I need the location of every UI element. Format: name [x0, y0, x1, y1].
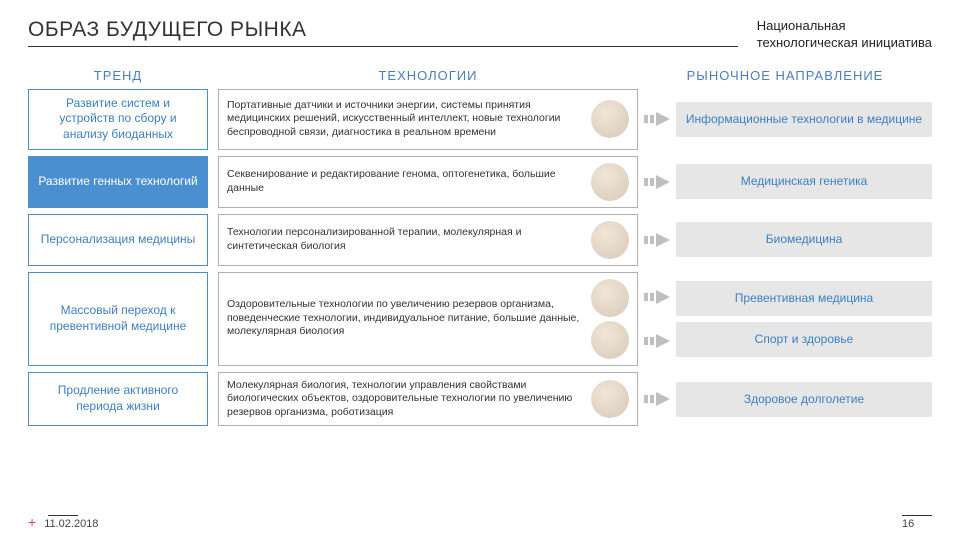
tech-box: Молекулярная биология, технологии управл…	[218, 372, 638, 427]
footer-date: + 11.02.2018	[28, 514, 98, 530]
tech-text: Технологии персонализированной терапии, …	[227, 226, 583, 253]
tech-image-icon	[591, 163, 629, 201]
tech-box: Портативные датчики и источники энергии,…	[218, 89, 638, 150]
arrow-icon	[638, 156, 676, 208]
arrow-icon	[638, 322, 676, 360]
header: ОБРАЗ БУДУЩЕГО РЫНКА Национальная технол…	[0, 0, 960, 58]
trend-box: Персонализация медицины	[28, 214, 208, 266]
market-box: Здоровое долголетие	[676, 382, 932, 417]
arrow-icon	[638, 372, 676, 427]
tech-image-icon	[591, 100, 629, 138]
tech-text: Оздоровительные технологии по увеличению…	[227, 298, 583, 339]
tech-image-icon	[591, 321, 629, 359]
trend-box: Массовый переход к превентивной медицине	[28, 272, 208, 366]
page-title: ОБРАЗ БУДУЩЕГО РЫНКА	[28, 18, 738, 47]
tech-image-icon	[591, 380, 629, 418]
tech-text: Секвенирование и редактирование генома, …	[227, 168, 583, 195]
table-row: Развитие генных технологий Секвенирование…	[28, 156, 932, 208]
footer-page: 16	[902, 515, 932, 530]
table-row: Персонализация медицины Технологии персон…	[28, 214, 932, 266]
column-headers: ТРЕНД ТЕХНОЛОГИИ РЫНОЧНОЕ НАПРАВЛЕНИЕ	[0, 58, 960, 89]
tech-box: Оздоровительные технологии по увеличению…	[218, 272, 638, 366]
tech-box: Секвенирование и редактирование генома, …	[218, 156, 638, 208]
brand-label: Национальная технологическая инициатива	[757, 18, 932, 52]
tech-box: Технологии персонализированной терапии, …	[218, 214, 638, 266]
table-row: Массовый переход к превентивной медицине…	[28, 272, 932, 366]
table-row: Продление активного периода жизни Молекул…	[28, 372, 932, 427]
trend-box: Развитие генных технологий	[28, 156, 208, 208]
market-box: Превентивная медицина	[676, 281, 932, 316]
header-market: РЫНОЧНОЕ НАПРАВЛЕНИЕ	[638, 68, 932, 83]
trend-box: Продление активного периода жизни	[28, 372, 208, 427]
header-trend: ТРЕНД	[28, 68, 208, 83]
arrow-icon	[638, 214, 676, 266]
market-box: Информационные технологии в медицине	[676, 102, 932, 137]
tech-image-icon	[591, 221, 629, 259]
arrow-icon	[638, 89, 676, 150]
tech-text: Портативные датчики и источники энергии,…	[227, 99, 583, 140]
rows-container: Развитие систем и устройств по сбору и а…	[0, 89, 960, 427]
market-box: Медицинская генетика	[676, 164, 932, 199]
header-tech: ТЕХНОЛОГИИ	[218, 68, 638, 83]
arrow-icon	[638, 278, 676, 316]
tech-image-icon	[591, 279, 629, 317]
market-box: Биомедицина	[676, 222, 932, 257]
trend-box: Развитие систем и устройств по сбору и а…	[28, 89, 208, 150]
tech-text: Молекулярная биология, технологии управл…	[227, 379, 583, 420]
plus-icon: +	[28, 514, 36, 530]
market-box: Спорт и здоровье	[676, 322, 932, 357]
table-row: Развитие систем и устройств по сбору и а…	[28, 89, 932, 150]
footer: + 11.02.2018 16	[28, 514, 932, 530]
